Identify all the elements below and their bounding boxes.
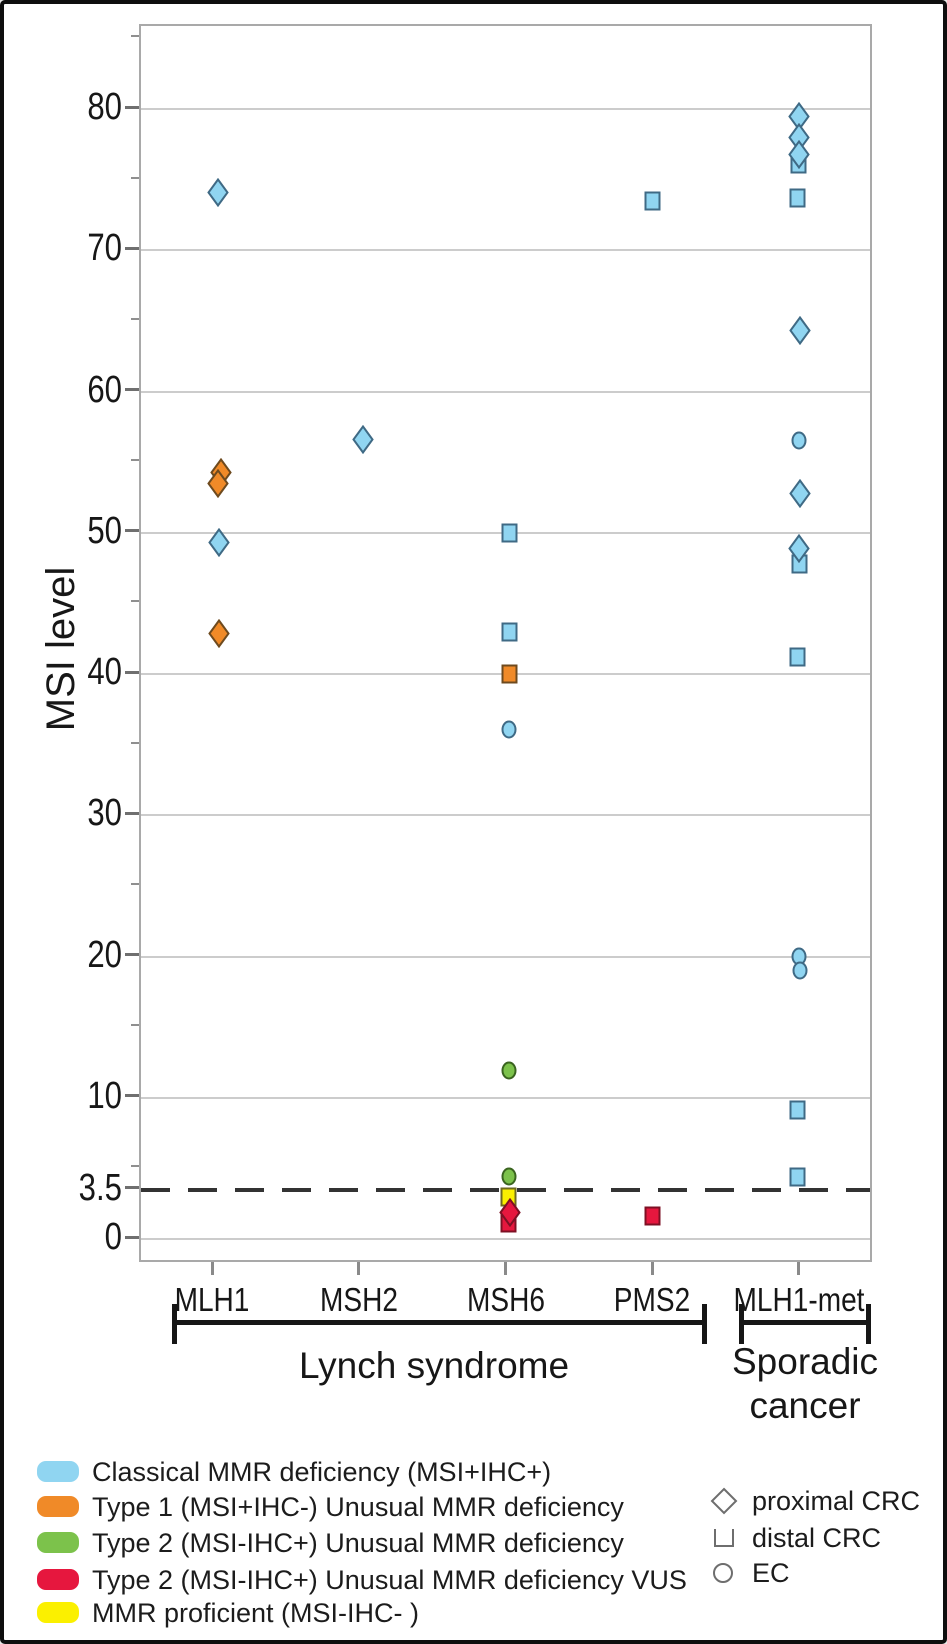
gridline xyxy=(141,1238,870,1240)
diamond-marker xyxy=(352,425,374,455)
square-marker xyxy=(501,622,518,642)
y-tick-label: 0 xyxy=(104,1216,122,1258)
legend-label-proficient: MMR proficient (MSI-IHC- ) xyxy=(92,1598,420,1628)
y-axis-minor-tick xyxy=(131,459,139,462)
gridline xyxy=(141,955,870,958)
square-marker xyxy=(789,188,806,208)
circle-marker xyxy=(501,1167,516,1186)
legend-label-type2vus: Type 2 (MSI-IHC+) Unusual MMR deficiency… xyxy=(92,1565,687,1595)
y-axis-tick xyxy=(125,1094,139,1098)
y-axis-tick xyxy=(125,529,139,533)
y-axis-tick xyxy=(125,670,139,674)
y-axis-minor-tick xyxy=(131,35,139,38)
y-axis-tick xyxy=(125,811,139,815)
gene-label: PMS2 xyxy=(613,1281,691,1318)
legend-label-type2: Type 2 (MSI-IHC+) Unusual MMR deficiency xyxy=(92,1528,624,1558)
y-tick-label: 3.5 xyxy=(78,1166,122,1209)
circle-marker xyxy=(791,431,807,450)
y-tick-label: 40 xyxy=(87,651,122,693)
y-tick-label: 80 xyxy=(87,86,122,128)
legend-label-classical: Classical MMR deficiency (MSI+IHC+) xyxy=(92,1457,552,1487)
y-tick-label: 60 xyxy=(87,368,122,411)
y-tick-label: 20 xyxy=(87,933,122,976)
shape-legend-label: proximal CRC xyxy=(752,1486,921,1516)
plot-area xyxy=(139,24,872,1262)
diamond-marker xyxy=(498,1197,521,1227)
legend-swatch-type1 xyxy=(37,1496,79,1517)
group-bracket-cap xyxy=(866,1304,871,1344)
y-tick-label: 70 xyxy=(87,227,122,270)
square-marker xyxy=(789,1100,806,1120)
x-axis-tick xyxy=(357,1262,361,1275)
y-axis-minor-tick xyxy=(131,176,139,179)
shape-legend-label: EC xyxy=(752,1558,790,1588)
diamond-marker xyxy=(207,468,230,498)
y-axis-tick xyxy=(125,1186,139,1190)
legend-swatch-type2 xyxy=(37,1532,79,1553)
gridline xyxy=(141,249,870,252)
y-axis-minor-tick xyxy=(131,741,139,744)
square-marker xyxy=(501,664,518,684)
y-axis-minor-tick xyxy=(131,882,139,885)
distal-crc-square-icon xyxy=(714,1529,734,1547)
y-axis-tick xyxy=(125,105,139,109)
diamond-marker xyxy=(208,528,231,558)
group-label: Lynch syndrome xyxy=(298,1345,570,1386)
square-marker xyxy=(789,647,806,667)
gridline xyxy=(141,108,870,110)
y-axis-tick xyxy=(125,388,139,391)
legend-swatch-classical xyxy=(37,1461,79,1482)
group-bracket xyxy=(172,1320,707,1325)
square-marker xyxy=(644,1206,661,1226)
gridline xyxy=(141,814,870,817)
circle-marker xyxy=(501,1061,516,1080)
gene-label: MLH1 xyxy=(174,1281,250,1318)
square-marker xyxy=(644,191,661,211)
group-bracket-cap xyxy=(172,1304,177,1344)
y-axis-tick xyxy=(125,953,139,956)
y-axis-minor-tick xyxy=(131,600,139,603)
y-axis-tick xyxy=(125,1235,139,1239)
circle-marker xyxy=(792,961,808,980)
gridline xyxy=(141,1096,870,1099)
group-label: Sporadic cancer xyxy=(731,1341,879,1426)
y-tick-label: 30 xyxy=(87,792,122,835)
shape-legend-label: distal CRC xyxy=(752,1523,882,1553)
y-tick-label: 50 xyxy=(87,509,122,552)
diamond-marker xyxy=(787,139,810,169)
diamond-marker xyxy=(788,478,811,508)
x-axis-tick xyxy=(797,1262,801,1275)
square-marker xyxy=(789,1167,806,1187)
gene-label: MSH2 xyxy=(319,1281,398,1318)
diamond-marker xyxy=(788,316,811,346)
diamond-marker xyxy=(208,618,231,648)
y-axis-minor-tick xyxy=(131,1165,139,1168)
y-axis-title: MSI level xyxy=(39,566,83,732)
gridline xyxy=(141,390,870,393)
legend-label-type1: Type 1 (MSI+IHC-) Unusual MMR deficiency xyxy=(92,1492,624,1522)
ec-circle-icon xyxy=(713,1563,733,1583)
gene-label: MLH1-met xyxy=(733,1281,865,1318)
y-tick-label: 10 xyxy=(87,1074,122,1117)
x-axis-tick xyxy=(210,1262,214,1275)
group-bracket xyxy=(739,1320,871,1325)
group-bracket-cap xyxy=(739,1304,744,1344)
square-marker xyxy=(501,523,518,543)
diamond-marker xyxy=(787,533,810,563)
y-axis-tick xyxy=(125,246,139,250)
gene-label: MSH6 xyxy=(466,1281,545,1318)
proximal-crc-diamond-icon xyxy=(710,1487,738,1515)
y-axis-minor-tick xyxy=(131,317,139,320)
x-axis-tick xyxy=(650,1262,654,1275)
circle-marker xyxy=(501,720,516,739)
y-axis-minor-tick xyxy=(131,1024,139,1027)
legend-swatch-type2vus xyxy=(37,1569,79,1590)
group-bracket-cap xyxy=(702,1304,707,1344)
legend-swatch-proficient xyxy=(37,1602,79,1623)
x-axis-tick xyxy=(504,1262,507,1275)
diamond-marker xyxy=(207,177,230,207)
